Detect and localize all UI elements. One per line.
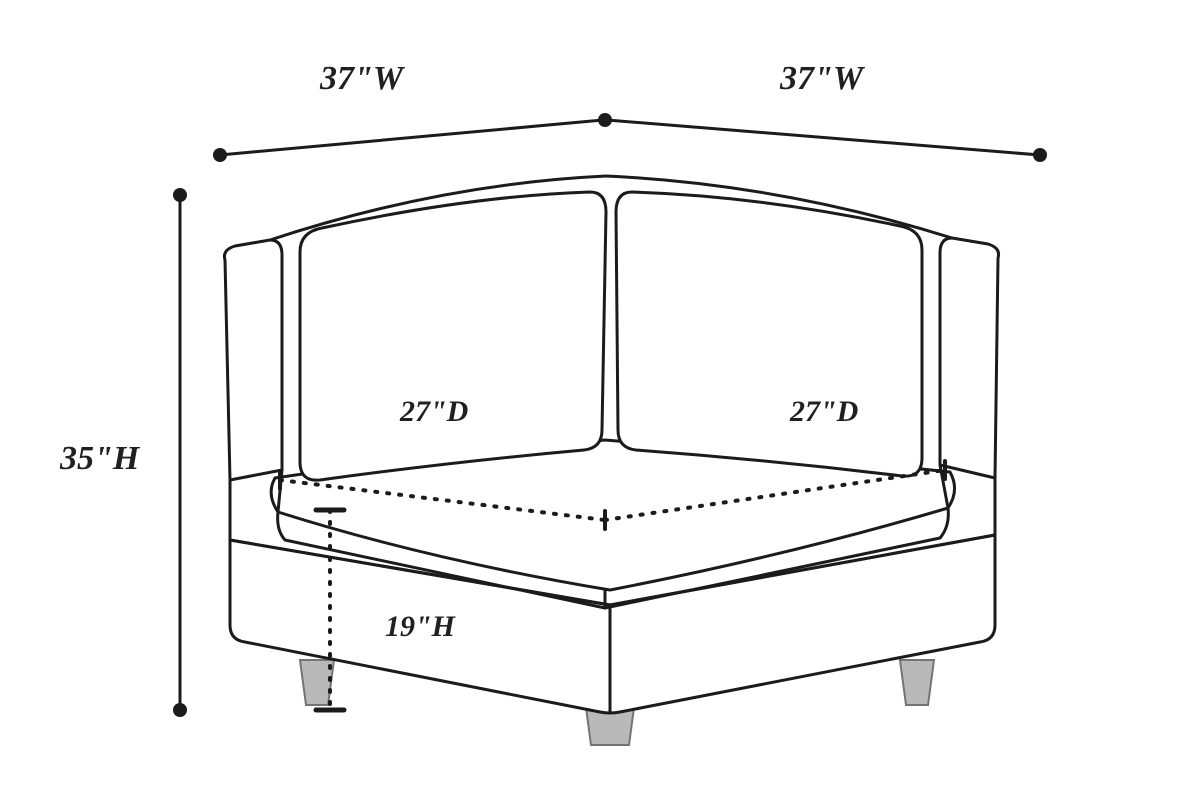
label-depth-right: 27"D (790, 395, 858, 429)
label-width-left: 37"W (320, 60, 403, 98)
label-depth-left: 27"D (400, 395, 468, 429)
label-height: 35"H (60, 440, 139, 478)
dimension-diagram: 37"W 37"W 35"H 27"D 27"D 19"H (0, 0, 1200, 800)
label-seat-height: 19"H (385, 610, 455, 644)
label-width-right: 37"W (780, 60, 863, 98)
furniture-svg (0, 0, 1200, 800)
